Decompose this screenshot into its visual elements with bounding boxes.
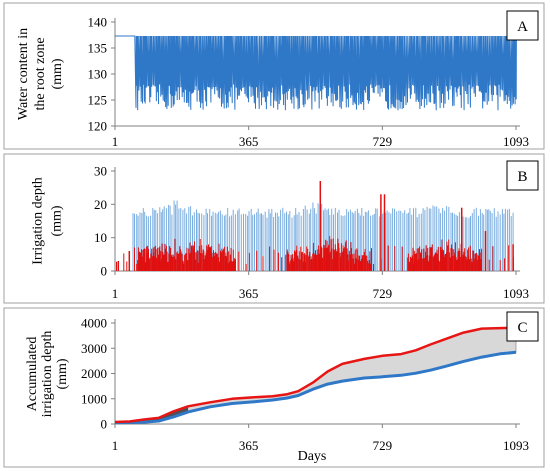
y-axis-label-line: the root zone xyxy=(33,37,48,110)
panel-c-xlabel: Days xyxy=(298,449,327,464)
x-tick-label: 729 xyxy=(373,438,393,453)
y-axis-label-line: (mm) xyxy=(55,358,70,389)
panel-b-ylabel: Irrigation depth (mm) xyxy=(31,177,65,264)
difference-area xyxy=(114,327,517,424)
panel-b-frame xyxy=(3,153,545,304)
panel-a-water-series xyxy=(115,35,517,111)
panel-a-ticks: 120 125 130 135 140 1 365 729 1093 xyxy=(88,15,530,150)
y-tick-label: 120 xyxy=(88,119,108,134)
panel-a: Water content in the root zone (mm) 120 125… xyxy=(3,2,545,150)
y-axis-label: Irrigation depth (mm) xyxy=(31,177,65,264)
y-tick-label: 0 xyxy=(101,264,108,279)
x-tick-label: 365 xyxy=(239,286,259,301)
y-tick-label: 135 xyxy=(88,41,108,56)
y-tick-label: 3000 xyxy=(81,341,107,356)
accumulated-line-b xyxy=(114,326,517,424)
x-tick-label: 1 xyxy=(112,438,119,453)
panel-c-letter: C xyxy=(517,320,527,336)
x-tick-label: 365 xyxy=(239,438,259,453)
panel-b-letter-box xyxy=(506,160,539,191)
panel-b-ticks: 0 10 20 30 1 365 729 1093 xyxy=(94,164,529,302)
panel-c-accumulated-series xyxy=(114,326,517,425)
panel-c-ylabel: Accumulatedirrigation depth(mm) xyxy=(25,331,70,418)
panel-a-ylabel: Water content in the root zone (mm) xyxy=(16,28,65,120)
y-tick-label: 20 xyxy=(94,197,107,212)
y-tick-label: 30 xyxy=(94,164,107,179)
x-tick-label: 1 xyxy=(112,286,119,301)
y-tick-label: 130 xyxy=(88,67,108,82)
y-axis-label-line: Accumulated xyxy=(25,337,40,412)
y-axis-label-line: Water content in xyxy=(16,28,31,120)
water-content-line xyxy=(115,35,517,111)
x-tick-label: 1093 xyxy=(503,134,529,149)
panel-c-ticks: 0 1000 2000 3000 4000 1 365 729 1093 xyxy=(81,316,529,454)
panel-b-letter: B xyxy=(517,169,527,185)
panel-c: Accumulatedirrigation depth(mm) 0 1000 200… xyxy=(3,307,545,468)
y-tick-label: 0 xyxy=(101,417,108,432)
y-tick-label: 125 xyxy=(88,93,108,108)
y-axis-label-line: (mm) xyxy=(50,205,65,236)
y-tick-label: 140 xyxy=(88,15,108,30)
x-tick-label: 365 xyxy=(239,134,259,149)
panel-a-frame xyxy=(3,2,545,150)
panel-b-irrigation-bars xyxy=(116,181,514,271)
y-axis-label-line: (mm) xyxy=(50,58,65,89)
y-tick-label: 4000 xyxy=(81,316,107,331)
y-axis-label-line: irrigation depth xyxy=(40,331,55,418)
x-tick-label: 729 xyxy=(373,286,393,301)
y-tick-label: 2000 xyxy=(81,366,107,381)
y-tick-label: 1000 xyxy=(81,391,107,406)
y-axis-label: Accumulatedirrigation depth(mm) xyxy=(25,331,70,418)
x-tick-label: 729 xyxy=(373,134,393,149)
panel-c-frame xyxy=(3,307,545,468)
panel-c-letter-box xyxy=(506,311,539,342)
panel-a-letter: A xyxy=(517,19,528,35)
panel-a-letter-box xyxy=(506,10,539,41)
y-axis-label: Water content in the root zone (mm) xyxy=(16,28,65,120)
x-tick-label: 1 xyxy=(112,134,119,149)
x-tick-label: 1093 xyxy=(503,438,529,453)
panel-c-axes xyxy=(111,319,520,428)
y-tick-label: 10 xyxy=(94,230,107,245)
x-tick-label: 1093 xyxy=(503,286,529,301)
accumulated-line-a xyxy=(114,350,517,425)
panel-a-axes xyxy=(111,18,520,130)
y-axis-label-line: Irrigation depth xyxy=(31,177,46,264)
